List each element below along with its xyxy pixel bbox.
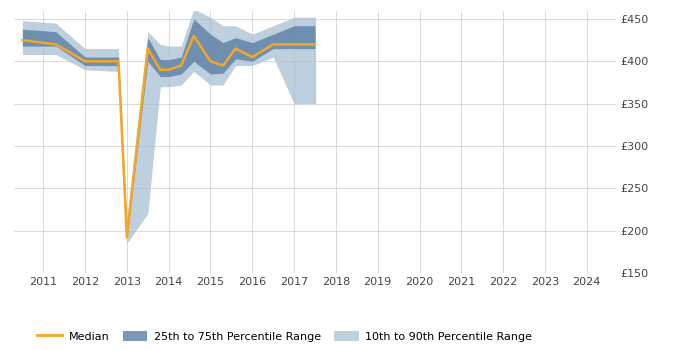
Legend: Median, 25th to 75th Percentile Range, 10th to 90th Percentile Range: Median, 25th to 75th Percentile Range, 1… bbox=[33, 327, 537, 346]
